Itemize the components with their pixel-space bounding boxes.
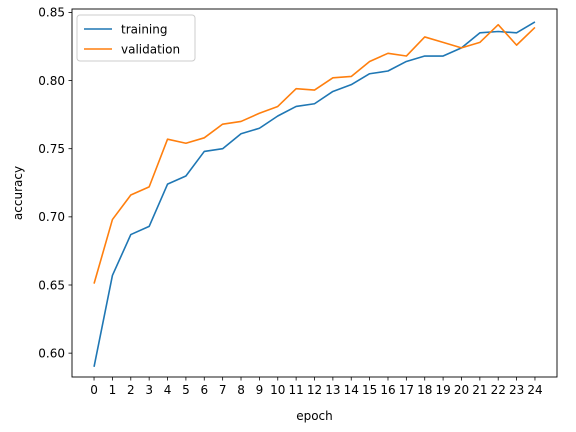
x-tick-label: 7	[219, 383, 227, 397]
x-tick-label: 19	[435, 383, 450, 397]
x-tick-label: 13	[325, 383, 340, 397]
x-tick-label: 17	[399, 383, 414, 397]
legend: training validation	[76, 14, 196, 62]
x-tick-label: 16	[380, 383, 395, 397]
x-tick-label: 6	[200, 383, 208, 397]
x-tick-label: 18	[417, 383, 432, 397]
x-tick-label: 5	[182, 383, 190, 397]
x-tick-label: 14	[344, 383, 359, 397]
y-tick-label: 0.60	[38, 346, 65, 360]
x-tick-label: 23	[509, 383, 524, 397]
x-tick-label: 10	[270, 383, 285, 397]
legend-label-training: training	[121, 23, 168, 37]
x-tick-label: 11	[288, 383, 303, 397]
y-tick-label: 0.65	[38, 278, 65, 292]
x-tick-label: 12	[307, 383, 322, 397]
x-tick-label: 1	[109, 383, 117, 397]
x-tick-label: 3	[145, 383, 153, 397]
x-tick-label: 2	[127, 383, 135, 397]
x-tick-label: 22	[491, 383, 506, 397]
y-axis-title: accuracy	[11, 166, 25, 220]
x-tick-label: 4	[164, 383, 172, 397]
series-layer	[93, 21, 536, 367]
x-tick-label: 8	[237, 383, 245, 397]
ticks-layer: 0 1 2 3 4 5 6 7 8 9 10 11 12 13 14 15 16 17 18 19 20 21 22 23 24…	[38, 6, 542, 397]
y-tick-label: 0.85	[38, 6, 65, 20]
x-tick-label: 24	[527, 383, 542, 397]
x-axis-title: epoch	[296, 409, 333, 423]
y-tick-label: 0.80	[38, 74, 65, 88]
x-tick-label: 20	[454, 383, 469, 397]
plot-frame	[71, 8, 558, 378]
y-tick-label: 0.70	[38, 210, 65, 224]
x-tick-label: 21	[472, 383, 487, 397]
series-line-validation	[93, 23, 536, 284]
y-tick-label: 0.75	[38, 142, 65, 156]
x-tick-label: 0	[90, 383, 98, 397]
legend-label-validation: validation	[121, 43, 180, 57]
x-tick-label: 9	[256, 383, 264, 397]
series-line-training	[93, 21, 536, 367]
x-tick-label: 15	[362, 383, 377, 397]
